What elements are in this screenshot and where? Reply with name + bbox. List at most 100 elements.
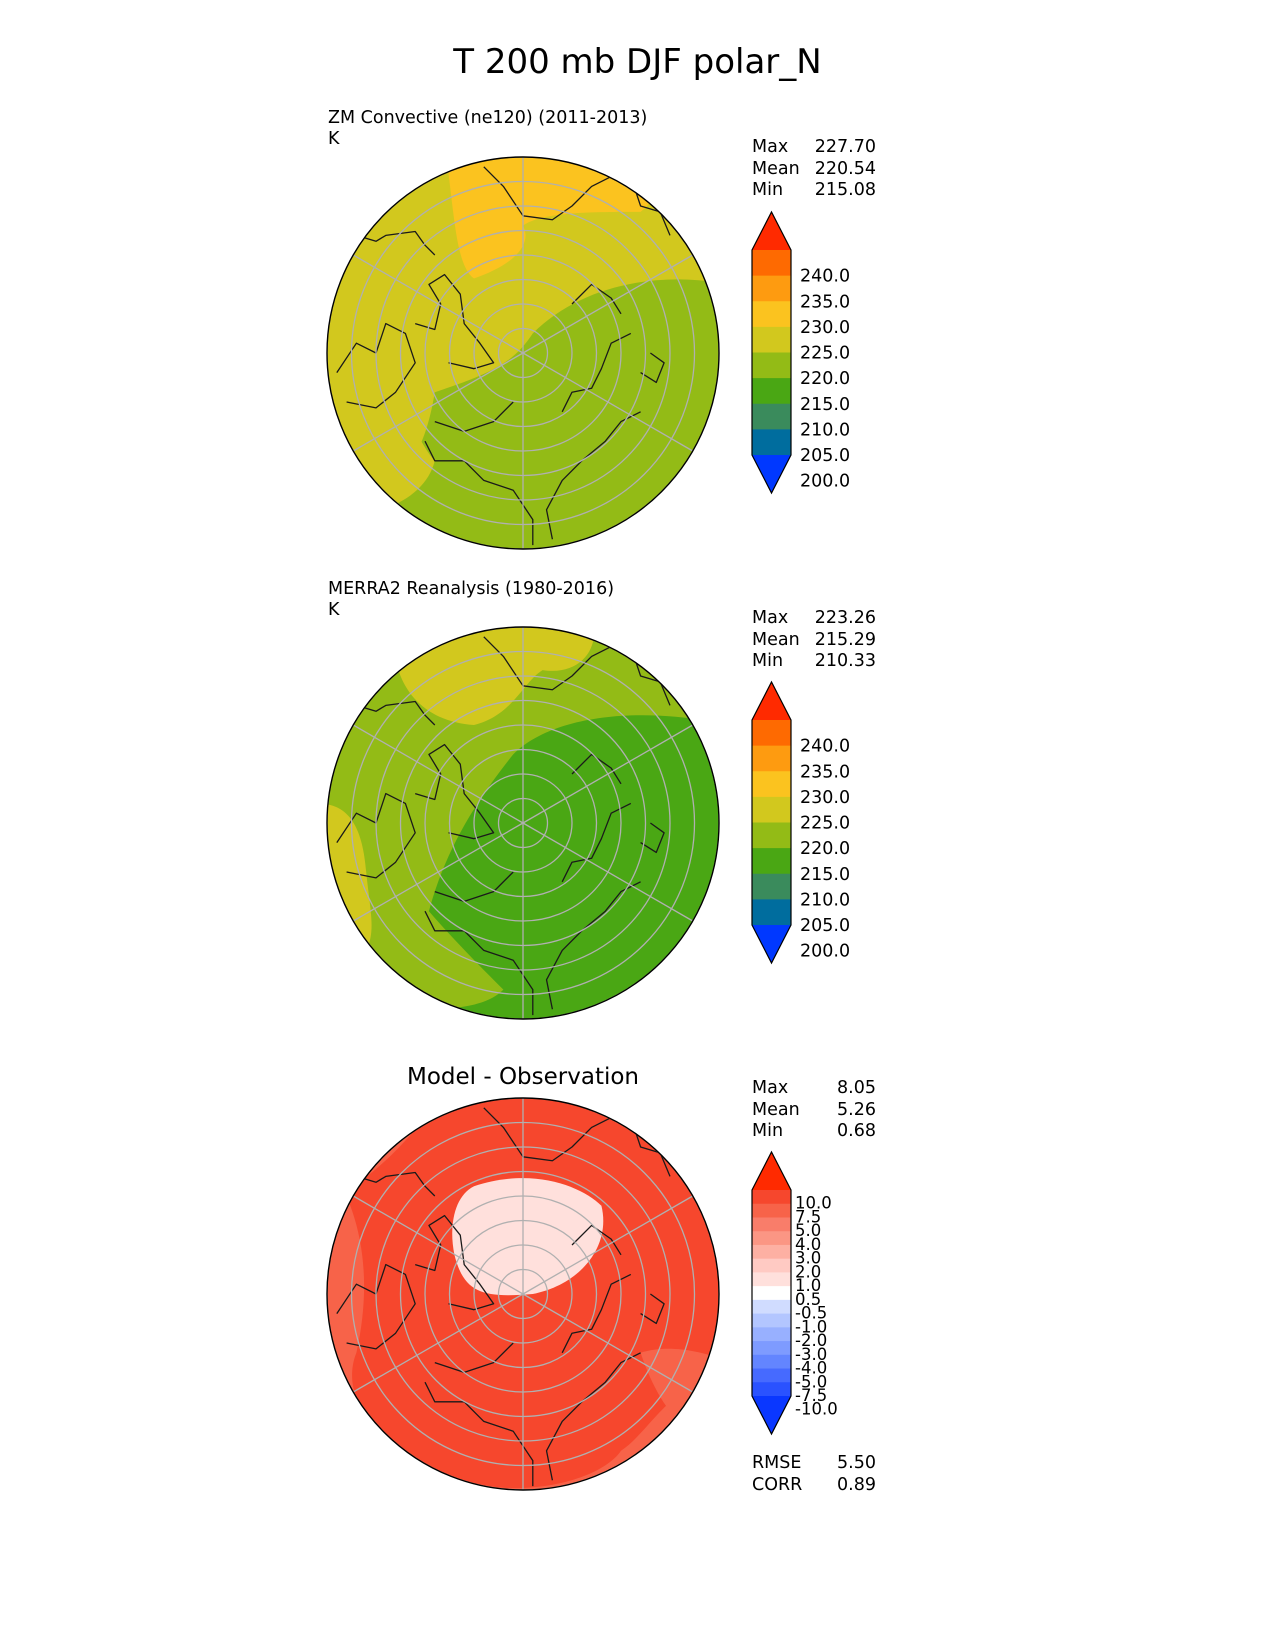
stat-row: Max 8.05 xyxy=(752,1078,876,1100)
longitude-gridline xyxy=(352,822,524,922)
coastline xyxy=(561,802,632,883)
stat-label: Max xyxy=(752,137,789,157)
colorbar-segment xyxy=(752,848,791,875)
metric-value: 0.89 xyxy=(837,1474,876,1495)
stat-label: Min xyxy=(752,651,784,671)
colorbar-segment xyxy=(752,352,791,379)
colorbar-segment xyxy=(752,1203,791,1219)
stat-row: Mean 220.54 xyxy=(752,159,876,181)
coastline xyxy=(415,273,495,370)
coastline xyxy=(336,322,416,409)
panel-3-stats: Max 8.05 Mean 5.26 Min 0.68 xyxy=(752,1078,876,1143)
stat-value: 8.05 xyxy=(837,1078,876,1098)
stat-label: Max xyxy=(752,608,789,628)
colorbar-segment xyxy=(752,796,791,824)
colorbar-segment xyxy=(752,1368,791,1383)
colorbar-segment xyxy=(752,1382,791,1397)
panel-3-title: Model - Observation xyxy=(406,1064,640,1090)
colorbar-tick-label: -0.5 xyxy=(795,1304,827,1323)
colorbar-tick-label: 205.0 xyxy=(800,446,850,466)
colorbar-tick-label: 3.0 xyxy=(795,1249,821,1268)
coastline xyxy=(434,871,514,903)
colorbar-tick-label: 205.0 xyxy=(800,916,850,936)
colorbar-tick-label: 220.0 xyxy=(800,839,850,859)
colorbar-tick-label: -5.0 xyxy=(795,1372,827,1391)
map-boundary xyxy=(326,1097,720,1491)
figure-title: T 200 mb DJF polar_N xyxy=(453,42,822,82)
longitude-gridline xyxy=(352,254,524,354)
colorbar-segment xyxy=(752,1231,791,1246)
panel-1-name: ZM Convective (ne120) (2011-2013) xyxy=(328,108,648,128)
colorbar-tick-label: 4.0 xyxy=(795,1235,821,1254)
longitude-gridline xyxy=(352,1195,524,1295)
colorbar-tick-label: 235.0 xyxy=(800,292,850,312)
stat-row: Max 227.70 xyxy=(752,137,876,159)
coastline xyxy=(483,636,631,691)
stat-row: Mean 215.29 xyxy=(752,630,876,652)
stat-label: Min xyxy=(752,180,784,200)
coastline xyxy=(483,166,631,221)
colorbar-segment xyxy=(752,1354,791,1370)
colorbar-extend-max xyxy=(752,212,791,250)
longitude-gridline xyxy=(352,724,524,824)
panel-1-stats: Max 227.70 Mean 220.54 Min 215.08 xyxy=(752,137,876,202)
map-boundary xyxy=(326,626,720,1020)
colorbar-tick-label: -1.0 xyxy=(795,1317,827,1336)
colorbar-tick-label: -2.0 xyxy=(795,1331,827,1350)
stat-row: Max 223.26 xyxy=(752,608,876,630)
colorbar-tick-label: 230.0 xyxy=(800,318,850,338)
colorbar-outline xyxy=(751,210,792,495)
colorbar-tick-label: 225.0 xyxy=(800,344,850,364)
panel-2-units: K xyxy=(328,600,340,620)
colorbar-tick-label: 210.0 xyxy=(800,890,850,910)
colorbar-segment xyxy=(752,1258,791,1273)
stat-row: Min 215.08 xyxy=(752,180,876,202)
coastline xyxy=(424,910,534,1016)
colorbar-segment xyxy=(752,745,791,772)
coastline xyxy=(561,332,632,413)
colorbar-tick-label: 240.0 xyxy=(800,737,850,757)
stat-row: Min 210.33 xyxy=(752,651,876,673)
colorbar-tick-label: 200.0 xyxy=(800,942,850,962)
map-boundary xyxy=(326,156,720,550)
colorbar-tick-label: -4.0 xyxy=(795,1359,827,1378)
colorbar-segment xyxy=(752,771,791,798)
stat-label: Mean xyxy=(752,629,800,650)
coastline xyxy=(434,401,514,433)
colorbar-tick-label: 10.0 xyxy=(795,1194,832,1213)
colorbar-segment xyxy=(752,275,791,302)
colorbar-extend-min xyxy=(752,455,791,493)
colorbar-tick-label: 230.0 xyxy=(800,788,850,808)
colorbar-tick-label: 200.0 xyxy=(800,472,850,492)
longitude-gridline xyxy=(522,352,694,452)
stat-label: Min xyxy=(752,1121,784,1141)
colorbar-tick-label: -7.5 xyxy=(795,1386,827,1405)
longitude-gridline xyxy=(352,352,524,452)
stat-value: 215.08 xyxy=(814,180,876,200)
longitude-gridline xyxy=(352,1293,524,1393)
coastline xyxy=(561,1273,632,1354)
colorbar-segment xyxy=(752,1190,791,1205)
colorbar-tick-label: 5.0 xyxy=(795,1221,821,1240)
colorbar-segment xyxy=(752,873,791,900)
stat-label: Mean xyxy=(752,1099,800,1120)
metric-row: CORR 0.89 xyxy=(752,1475,876,1497)
stat-value: 215.29 xyxy=(814,629,876,650)
longitude-gridline xyxy=(522,1195,694,1295)
colorbar-segment xyxy=(752,1313,791,1328)
coastline xyxy=(415,1214,495,1311)
stat-label: Mean xyxy=(752,158,800,179)
coastline xyxy=(483,1107,631,1162)
colorbar-tick-label: 215.0 xyxy=(800,395,850,415)
coastline xyxy=(571,753,622,785)
colorbar-extend-min xyxy=(752,1396,791,1434)
colorbar-tick-label: 225.0 xyxy=(800,814,850,834)
coastline xyxy=(571,1224,622,1256)
coastline xyxy=(415,743,495,840)
metric-label: CORR xyxy=(752,1474,803,1495)
longitude-gridline xyxy=(522,1293,694,1393)
longitude-gridline xyxy=(522,724,694,824)
